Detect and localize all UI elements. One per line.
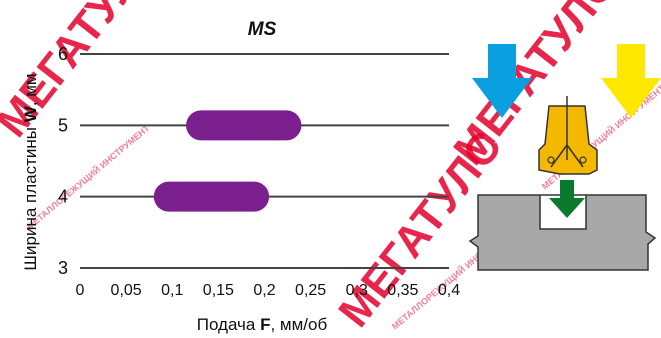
- insert-left-edge: [550, 144, 568, 168]
- watermark-subtext-1: МЕТАЛЛОРЕЖУЩИЙ ИНСТРУМЕНТ: [24, 122, 152, 232]
- y-tick-label: 4: [58, 187, 68, 207]
- x-tick-label: 0,4: [438, 282, 460, 299]
- y-axis-label-suffix: , мм: [21, 73, 40, 106]
- y-tick-label: 5: [58, 115, 68, 135]
- y-axis-label: Ширина пластины W, мм: [21, 73, 40, 270]
- insert-body: [538, 105, 598, 175]
- band-width-4: [153, 181, 270, 212]
- x-tick-label: 0,2: [253, 282, 275, 299]
- y-axis-label-symbol: W: [21, 105, 40, 122]
- insert-hole-right: [579, 156, 587, 164]
- x-tick-label: 0,15: [203, 282, 234, 299]
- band-width-5: [186, 110, 302, 141]
- x-tick-labels: 0 0,05 0,1 0,15 0,2 0,25 0,3 0,35 0,4: [76, 282, 461, 299]
- arrow-green-down-icon: [549, 180, 585, 218]
- y-tick-label: 3: [58, 258, 68, 278]
- x-axis-label-symbol: F: [260, 315, 270, 334]
- x-tick-label: 0,1: [161, 282, 183, 299]
- x-tick-label: 0,3: [346, 282, 368, 299]
- x-tick-label: 0,05: [111, 282, 142, 299]
- insert-right-edge: [566, 144, 584, 168]
- insert-hole-left: [547, 156, 555, 164]
- x-axis-label: Подача F, мм/об: [197, 315, 328, 334]
- y-axis-label-prefix: Ширина пластины: [21, 122, 40, 270]
- watermark-text-3: МЕГАТУЛС: [444, 0, 626, 174]
- arrow-blue-down-icon: [472, 44, 532, 118]
- x-tick-label: 0: [76, 282, 85, 299]
- grooving-illustration: [468, 44, 661, 271]
- y-tick-labels: 3 4 5 6: [58, 44, 68, 278]
- x-tick-label: 0,25: [295, 282, 326, 299]
- y-tick-label: 6: [58, 44, 68, 64]
- grooving-insert-icon: [538, 96, 598, 175]
- data-bands: [153, 110, 302, 212]
- chart-title: MS: [248, 19, 277, 40]
- x-tick-label: 0,35: [387, 282, 418, 299]
- arrow-yellow-down-icon: [601, 44, 661, 118]
- x-axis-label-prefix: Подача: [197, 315, 260, 334]
- x-axis-label-suffix: , мм/об: [270, 315, 327, 334]
